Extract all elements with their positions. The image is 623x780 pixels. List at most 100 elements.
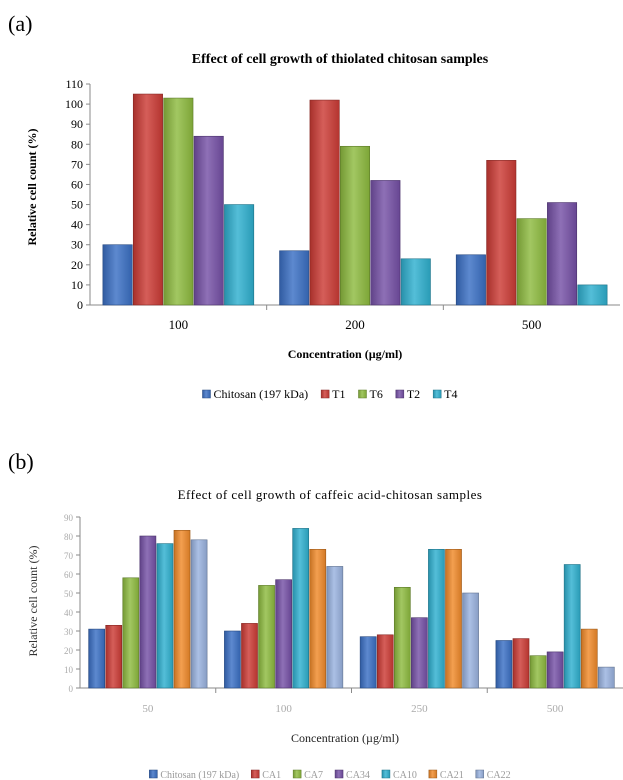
legend-swatch bbox=[202, 389, 211, 399]
bar-ca1-500 bbox=[512, 638, 530, 689]
y-tick-label: 90 bbox=[71, 117, 83, 131]
legend-item: T4 bbox=[432, 387, 458, 401]
bar-ca1-50 bbox=[105, 624, 123, 689]
legend-label: CA7 bbox=[304, 770, 323, 780]
bar-ca22-50 bbox=[190, 539, 208, 689]
chart-a-bars bbox=[102, 93, 608, 306]
legend-item: T6 bbox=[358, 387, 383, 401]
y-tick-label: 100 bbox=[65, 97, 83, 111]
bar-chitosan-197-kda--200 bbox=[279, 250, 310, 306]
bar-chitosan-197-kda--500 bbox=[495, 640, 513, 689]
legend-swatch bbox=[149, 769, 158, 779]
x-category-label: 50 bbox=[142, 703, 154, 715]
y-tick-label: 10 bbox=[71, 278, 83, 292]
chart-b-ylabel: Relative cell count (%) bbox=[26, 546, 40, 657]
bar-t2-200 bbox=[370, 180, 401, 306]
panel-label-b: (b) bbox=[8, 449, 34, 474]
chart-b-legend: Chitosan (197 kDa) CA1 CA7 CA34 CA10 CA21 CA22 bbox=[149, 769, 511, 780]
y-tick-label: 40 bbox=[64, 608, 74, 618]
legend-swatch bbox=[250, 769, 260, 779]
bar-ca1-250 bbox=[376, 634, 394, 689]
panel-label-a: (a) bbox=[8, 11, 32, 36]
bar-ca34-500 bbox=[546, 651, 564, 689]
legend-swatch bbox=[358, 389, 367, 399]
y-tick-label: 10 bbox=[64, 665, 74, 675]
bar-t1-500 bbox=[486, 160, 517, 306]
bar-t2-100 bbox=[193, 135, 224, 306]
bar-t2-500 bbox=[547, 202, 578, 306]
y-tick-label: 0 bbox=[77, 298, 83, 312]
x-category-label: 100 bbox=[275, 703, 292, 715]
y-tick-label: 0 bbox=[69, 684, 74, 694]
y-tick-label: 20 bbox=[71, 258, 83, 272]
bar-ca7-500 bbox=[529, 655, 547, 689]
bar-ca34-50 bbox=[139, 535, 157, 689]
bar-chitosan-197-kda--100 bbox=[102, 244, 133, 306]
y-tick-label: 80 bbox=[64, 532, 74, 542]
bar-ca21-250 bbox=[445, 548, 462, 689]
chart-a-ylabel: Relative cell count (%) bbox=[25, 129, 39, 246]
legend-swatch bbox=[381, 769, 391, 779]
chart-a-title: Effect of cell growth of thiolated chito… bbox=[192, 52, 489, 67]
bar-t6-200 bbox=[340, 145, 370, 306]
bar-t4-100 bbox=[224, 204, 255, 306]
bar-ca22-500 bbox=[597, 666, 615, 689]
legend-label: T1 bbox=[332, 387, 345, 401]
bar-ca22-100 bbox=[326, 566, 344, 689]
y-tick-label: 90 bbox=[64, 513, 74, 523]
y-tick-label: 50 bbox=[71, 198, 83, 212]
legend-swatch bbox=[475, 769, 485, 779]
legend-label: T6 bbox=[369, 387, 382, 401]
bar-ca7-250 bbox=[393, 586, 411, 689]
chart-a-legend: Chitosan (197 kDa) T1 T6 T2 T4 bbox=[202, 387, 458, 401]
legend-label: CA10 bbox=[393, 770, 417, 780]
bar-ca7-100 bbox=[258, 585, 275, 689]
x-category-label: 250 bbox=[411, 703, 428, 715]
legend-item: CA7 bbox=[292, 769, 323, 780]
y-tick-label: 60 bbox=[64, 570, 74, 580]
chart-a-xlabel: Concentration (µg/ml) bbox=[288, 347, 403, 361]
x-category-label: 500 bbox=[522, 317, 542, 332]
legend-item: T1 bbox=[320, 387, 345, 401]
x-category-label: 100 bbox=[169, 317, 189, 332]
bar-t1-200 bbox=[309, 99, 340, 306]
legend-label: Chitosan (197 kDa) bbox=[213, 387, 308, 401]
y-tick-label: 30 bbox=[71, 238, 83, 252]
y-tick-label: 70 bbox=[64, 551, 74, 561]
legend-label: CA21 bbox=[440, 770, 464, 780]
chart-b: Effect of cell growth of caffeic acid-ch… bbox=[26, 487, 623, 780]
legend-label: CA34 bbox=[346, 770, 370, 780]
chart-b-bars bbox=[88, 528, 615, 689]
legend-swatch bbox=[292, 769, 302, 779]
y-tick-label: 40 bbox=[71, 218, 83, 232]
bar-ca1-100 bbox=[241, 623, 258, 689]
legend-label: CA1 bbox=[262, 770, 281, 780]
legend-item: T2 bbox=[395, 387, 420, 401]
bar-ca22-250 bbox=[462, 592, 479, 689]
legend-item: Chitosan (197 kDa) bbox=[202, 387, 308, 401]
y-tick-label: 50 bbox=[64, 589, 74, 599]
bar-ca21-500 bbox=[580, 628, 598, 689]
x-category-label: 500 bbox=[547, 703, 564, 715]
legend-swatch bbox=[334, 769, 344, 779]
y-tick-label: 70 bbox=[71, 157, 83, 171]
y-tick-label: 80 bbox=[71, 137, 83, 151]
legend-label: CA22 bbox=[487, 770, 511, 780]
bar-chitosan-197-kda--250 bbox=[359, 636, 377, 689]
bar-chitosan-197-kda--500 bbox=[455, 254, 486, 306]
legend-swatch bbox=[432, 389, 442, 399]
legend-item: CA22 bbox=[475, 769, 511, 780]
chart-a: Effect of cell growth of thiolated chito… bbox=[25, 52, 620, 401]
legend-label: T4 bbox=[444, 387, 457, 401]
y-tick-label: 30 bbox=[64, 627, 74, 637]
bar-ca10-500 bbox=[563, 564, 581, 689]
legend-item: CA1 bbox=[250, 769, 281, 780]
bar-ca21-100 bbox=[309, 548, 327, 689]
bar-t6-500 bbox=[516, 218, 547, 306]
legend-swatch bbox=[320, 389, 330, 399]
bar-chitosan-197-kda--100 bbox=[224, 630, 241, 689]
chart-b-xlabel: Concentration (µg/ml) bbox=[291, 731, 399, 745]
chart-b-title: Effect of cell growth of caffeic acid-ch… bbox=[178, 487, 483, 502]
legend-item: CA10 bbox=[381, 769, 417, 780]
